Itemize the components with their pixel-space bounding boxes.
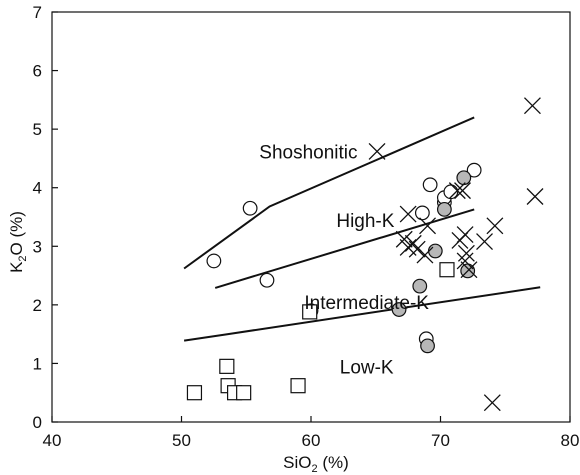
cross-marker <box>523 97 541 115</box>
cross-marker <box>456 226 474 244</box>
square-marker <box>236 385 252 401</box>
filled-circle-marker <box>412 278 428 294</box>
y-tick-label: 6 <box>33 62 42 81</box>
tick-labels: 40 50 60 70 80 0 1 2 3 4 5 6 7 <box>33 3 580 450</box>
cross-marker <box>476 233 493 251</box>
open-circle-marker <box>206 253 222 269</box>
open-circle-marker <box>242 200 258 216</box>
x-tick-label: 80 <box>561 431 580 450</box>
y-tick-label: 2 <box>33 296 42 315</box>
y-tick-label: 7 <box>33 3 42 22</box>
cross-marker <box>457 244 475 262</box>
cross-marker <box>416 246 434 264</box>
open-circle-marker <box>259 272 275 288</box>
plot-area-frame <box>51 11 571 423</box>
cross-marker <box>368 142 386 160</box>
x-tick-label: 40 <box>43 431 62 450</box>
cross-marker <box>395 230 413 248</box>
filled-circle-marker <box>420 338 435 354</box>
filled-circle-marker <box>456 170 472 186</box>
axis-ticks <box>51 11 571 423</box>
data-markers <box>186 97 544 412</box>
x-tick-label: 50 <box>172 431 191 450</box>
cross-marker <box>408 240 426 258</box>
region-label: High-K <box>336 211 394 232</box>
square-marker <box>439 262 455 278</box>
region-labels: Shoshonitic High-K Intermediate-K Low-K <box>259 142 429 378</box>
square-marker <box>302 304 318 320</box>
filled-circle-marker <box>391 302 407 317</box>
cross-marker <box>486 217 504 235</box>
x-axis-title: SiO2 (%) <box>283 453 349 475</box>
y-tick-label: 0 <box>33 413 42 432</box>
square-marker <box>290 378 306 394</box>
cross-marker <box>448 182 466 200</box>
filled-circle-marker <box>436 201 452 217</box>
cross-marker <box>454 182 471 200</box>
region-label: Low-K <box>340 357 394 378</box>
region-label: Shoshonitic <box>259 142 357 163</box>
y-tick-label: 5 <box>33 120 42 139</box>
boundary-line <box>183 286 541 342</box>
square-marker <box>219 358 235 374</box>
cross-marker <box>456 252 474 270</box>
y-tick-label: 4 <box>33 179 42 198</box>
cross-marker <box>399 205 417 223</box>
x-tick-label: 70 <box>431 431 450 450</box>
cross-marker <box>483 394 501 412</box>
cross-marker <box>460 261 478 279</box>
filled-circle-marker <box>427 243 443 259</box>
open-circle-marker <box>414 205 430 221</box>
y-axis-title: K2O (%) <box>7 211 29 273</box>
boundary-line <box>183 116 475 270</box>
square-marker <box>186 385 203 401</box>
y-tick-label: 3 <box>33 237 42 256</box>
cross-marker <box>419 217 437 235</box>
open-circle-marker <box>466 162 482 178</box>
open-circle-marker <box>422 177 438 193</box>
y-tick-label: 1 <box>33 354 42 373</box>
x-tick-label: 60 <box>302 431 321 450</box>
cross-marker <box>526 188 544 205</box>
region-label: Intermediate-K <box>304 293 429 314</box>
